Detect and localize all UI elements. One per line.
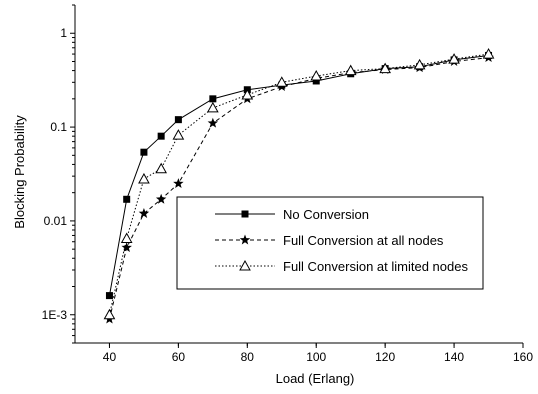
- data-point: [140, 148, 148, 156]
- y-tick-label: 1: [60, 26, 67, 40]
- data-point: [138, 207, 150, 218]
- legend-label: Full Conversion at limited nodes: [283, 259, 468, 274]
- data-point: [155, 162, 168, 174]
- series-3: [103, 48, 495, 320]
- data-point: [482, 48, 495, 59]
- data-point: [157, 132, 165, 140]
- data-point: [206, 101, 219, 113]
- x-tick-label: 140: [444, 350, 464, 364]
- legend-marker: [239, 259, 251, 271]
- x-tick-label: 60: [172, 350, 186, 364]
- legend-marker: [241, 210, 249, 218]
- x-tick-label: 80: [241, 350, 255, 364]
- data-point: [241, 88, 254, 100]
- series-line: [108, 53, 489, 315]
- data-point: [103, 308, 116, 320]
- legend-label: Full Conversion at all nodes: [283, 233, 444, 248]
- x-tick-label: 120: [375, 350, 395, 364]
- data-point: [105, 292, 113, 300]
- data-point: [310, 70, 323, 81]
- x-tick-label: 100: [306, 350, 326, 364]
- y-tick-label: 1E-3: [42, 308, 68, 322]
- data-point: [121, 242, 132, 253]
- legend-marker: [239, 234, 251, 245]
- legend-label: No Conversion: [283, 207, 369, 222]
- data-point: [173, 178, 184, 189]
- axes: 40 60 80 100 120 140 160 1E-3 0.01 0.1 1: [42, 4, 533, 364]
- data-point: [120, 232, 133, 243]
- data-point: [312, 77, 320, 85]
- legend-box: [176, 196, 484, 290]
- data-point: [207, 117, 219, 128]
- data-point: [172, 129, 185, 140]
- series-line: [108, 57, 489, 320]
- x-tick-label: 160: [513, 350, 533, 364]
- data-point: [174, 116, 182, 124]
- y-axis-title: Blocking Probability: [12, 115, 27, 229]
- y-tick-label: 0.01: [44, 214, 68, 228]
- data-point: [448, 53, 460, 64]
- x-axis-title: Load (Erlang): [276, 371, 355, 386]
- x-tick-label: 40: [103, 350, 117, 364]
- y-tick-label: 0.1: [50, 120, 67, 134]
- data-point: [209, 95, 217, 103]
- data-point: [344, 64, 357, 76]
- legend: No Conversion Full Conversion at all node…: [176, 196, 484, 290]
- data-point: [155, 193, 167, 204]
- data-point: [413, 58, 426, 70]
- series-layer: [103, 48, 495, 324]
- data-point: [379, 62, 392, 74]
- data-point: [123, 195, 131, 203]
- data-point: [275, 76, 288, 87]
- data-point: [138, 172, 150, 184]
